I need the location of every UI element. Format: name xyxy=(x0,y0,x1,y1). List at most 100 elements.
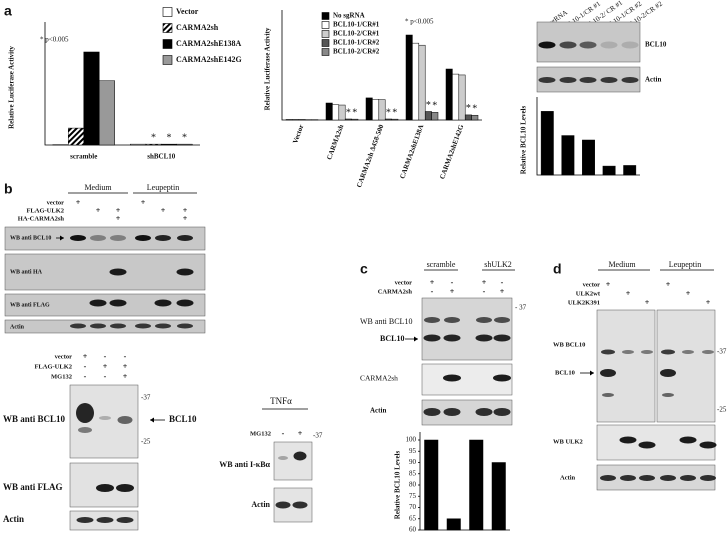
blot-band xyxy=(293,451,307,461)
legend-swatch xyxy=(321,30,330,38)
sign: + xyxy=(116,214,121,223)
bar xyxy=(412,42,420,121)
sign: + xyxy=(103,362,108,371)
blot-band xyxy=(600,475,616,481)
marker: -25 xyxy=(141,438,151,446)
significance-mark: * xyxy=(472,104,477,115)
significance-mark: * xyxy=(346,107,351,118)
arrow-head xyxy=(590,370,594,376)
blot-band xyxy=(538,77,556,83)
blot-band xyxy=(110,323,126,329)
bar xyxy=(68,127,84,146)
y-tick-label: 100 xyxy=(406,436,417,444)
bar xyxy=(145,143,162,146)
antibody-label: WB anti FLAG xyxy=(3,482,63,492)
bar xyxy=(338,104,346,121)
bar xyxy=(491,462,506,531)
blot-band xyxy=(621,77,639,83)
blot-band xyxy=(90,323,106,329)
y-tick-label: 90 xyxy=(409,458,417,466)
blot-band xyxy=(493,374,511,382)
legend-swatch xyxy=(162,7,173,17)
bar xyxy=(424,439,439,531)
bar xyxy=(83,51,100,146)
row-label: HA-CARMA2sh xyxy=(18,215,65,222)
sign: - xyxy=(104,372,107,381)
blot-band xyxy=(699,441,717,449)
legend-label: Vector xyxy=(176,7,199,16)
blot-band xyxy=(117,416,133,424)
blot-band xyxy=(177,235,193,241)
panel-label: b xyxy=(4,181,13,197)
sign: - xyxy=(84,372,87,381)
blot-band xyxy=(99,416,111,420)
sign: - xyxy=(104,352,107,361)
arrow-head xyxy=(150,417,154,423)
blot-band xyxy=(116,484,134,492)
band-label: BCL10 xyxy=(380,334,404,343)
significance-mark: * xyxy=(386,107,391,118)
group-label: scramble xyxy=(427,260,456,269)
sign: + xyxy=(500,287,505,296)
sign: + xyxy=(183,206,188,215)
row-label: vector xyxy=(47,199,64,206)
blot-band xyxy=(110,235,126,241)
bar xyxy=(378,99,386,121)
blot-panel xyxy=(596,309,656,423)
significance-mark: * xyxy=(167,132,172,143)
blot-band xyxy=(292,501,308,509)
y-tick-label: 80 xyxy=(409,481,417,489)
blot-band xyxy=(641,350,653,354)
x-tick-label: scramble xyxy=(70,153,97,161)
x-tick-label: shBCL10 xyxy=(147,153,176,161)
bar xyxy=(464,114,472,121)
antibody-label: Actin xyxy=(251,500,270,509)
blot-band xyxy=(135,235,151,241)
group-label: Medium xyxy=(84,183,112,192)
sign: + xyxy=(430,278,435,287)
antibody-label: WB anti I-κBα xyxy=(219,460,270,469)
annotation: * p<0.005 xyxy=(405,18,434,26)
blot-band xyxy=(443,374,461,382)
row-label: FLAG-ULK2 xyxy=(34,363,72,370)
y-tick-label: 75 xyxy=(409,492,417,500)
blot-panel xyxy=(596,424,716,461)
x-tick-label: CARMA2sh Δ458-500 xyxy=(355,123,385,189)
x-tick-label: CARMA2shE142G xyxy=(438,123,465,180)
bar xyxy=(602,165,616,176)
blot-band xyxy=(682,350,694,354)
blot-band xyxy=(443,408,461,416)
blot-band xyxy=(90,235,106,241)
blot-band xyxy=(109,299,127,307)
blot-band xyxy=(176,299,194,307)
blot-band xyxy=(579,41,597,49)
blot-band xyxy=(493,334,511,342)
antibody-label: Actin xyxy=(645,76,661,84)
bar xyxy=(99,80,115,146)
legend-swatch xyxy=(321,12,330,20)
antibody-label: WB BCL10 xyxy=(553,341,585,348)
x-tick-label: Vector xyxy=(291,123,305,144)
blot-band xyxy=(680,475,696,481)
x-tick-label: CARMA2sh xyxy=(325,123,345,161)
legend-swatch xyxy=(321,39,330,47)
sign: + xyxy=(161,206,166,215)
legend-swatch xyxy=(162,39,173,49)
legend-swatch xyxy=(162,23,173,33)
blot-band xyxy=(579,77,597,83)
significance-mark: * xyxy=(151,132,156,143)
band-label: BCL10 xyxy=(169,414,197,424)
sign: + xyxy=(706,298,711,307)
blot-title: TNFα xyxy=(270,396,292,406)
blot-band xyxy=(475,334,493,342)
arrow-head xyxy=(60,235,64,241)
blot-band xyxy=(96,484,114,492)
bar xyxy=(332,104,340,121)
blot-band xyxy=(600,77,618,83)
legend-label: BCL10-2/CR#2 xyxy=(333,48,380,56)
antibody-label: WB anti BCL10 xyxy=(360,317,412,326)
arrow-head xyxy=(414,336,418,342)
panel-label: d xyxy=(553,261,562,277)
row-label: FLAG-ULK2 xyxy=(26,207,64,214)
group-label: Leupeptin xyxy=(147,183,179,192)
